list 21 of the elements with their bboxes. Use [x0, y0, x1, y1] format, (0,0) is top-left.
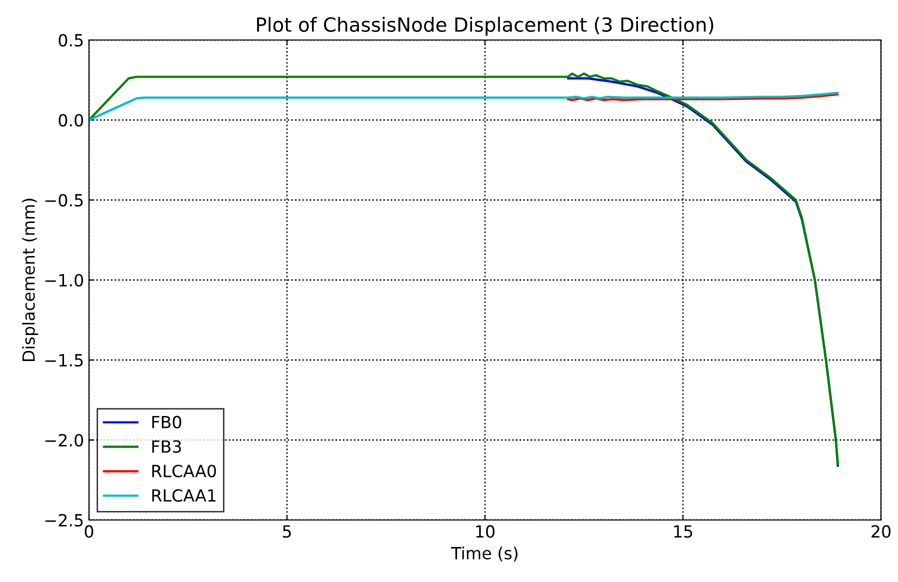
- y-tick-label: 0.0: [58, 114, 84, 127]
- line-series: [89, 72, 839, 466]
- y-tick-label: −1.5: [45, 354, 83, 367]
- y-tick-label: 0.5: [58, 34, 83, 47]
- x-axis-title: Time (s): [451, 546, 518, 562]
- y-tick-label: −1.0: [45, 274, 84, 287]
- x-tick-label: 5: [282, 525, 291, 538]
- chart-title: Plot of ChassisNode Displacement (3 Direction): [257, 16, 714, 36]
- legend-label: RLCAA1: [152, 489, 216, 502]
- x-tick-label: 15: [674, 525, 692, 538]
- y-tick-label: −2.5: [45, 514, 83, 527]
- y-axis-title: Displacement (mm): [22, 198, 38, 362]
- line-series: [89, 92, 839, 122]
- legend-label: FB3: [152, 440, 181, 453]
- y-tick-label: −2.0: [45, 434, 84, 447]
- y-tick-label: −0.5: [45, 194, 83, 207]
- legend-label: FB0: [152, 416, 182, 428]
- x-tick-label: 10: [476, 525, 494, 538]
- x-tick-label: 20: [872, 525, 890, 538]
- x-tick-label: 0: [84, 525, 94, 538]
- legend-label: RLCAA0: [152, 464, 216, 478]
